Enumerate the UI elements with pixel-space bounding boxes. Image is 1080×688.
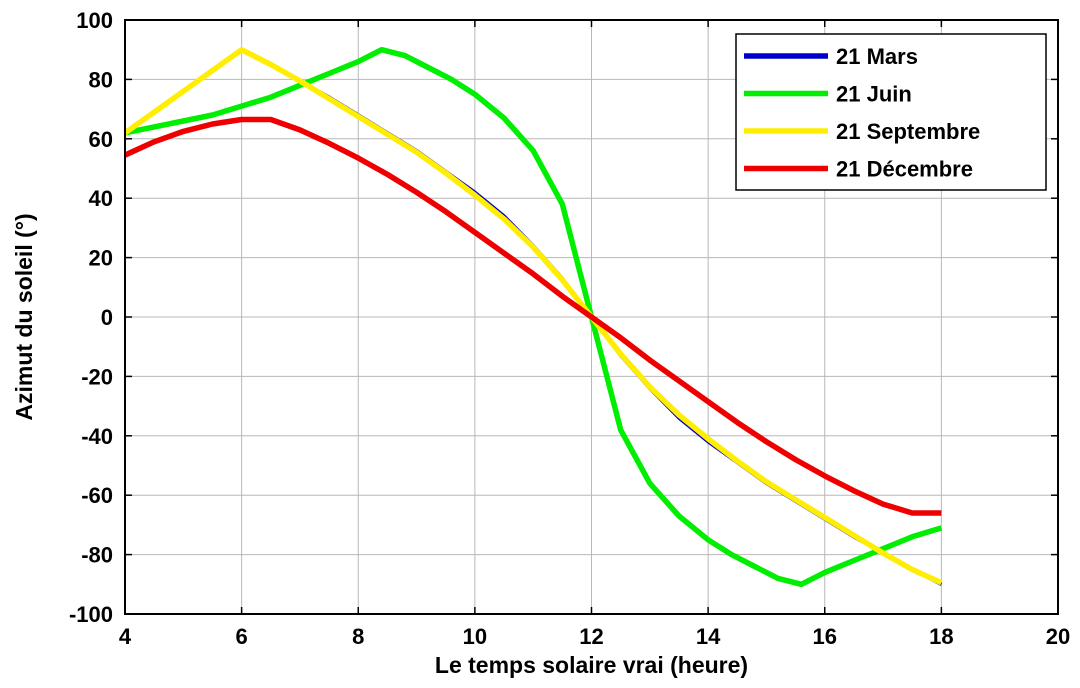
y-tick-label: 20: [89, 246, 113, 271]
x-tick-label: 16: [813, 624, 837, 649]
legend-box: [735, 33, 1047, 191]
x-tick-label: 8: [352, 624, 364, 649]
series-group: [123, 46, 943, 588]
y-tick-label: -100: [69, 602, 113, 627]
x-tick-label: 4: [119, 624, 132, 649]
legend-label: 21 Mars: [836, 44, 918, 69]
legend-label: 21 Juin: [836, 82, 912, 107]
ticks: 4 6 8 10 12 14 16 18 20 100 80 60 40 20 0 -20 -40 -60 -80 -…: [69, 8, 1070, 649]
y-tick-label: 0: [101, 305, 113, 330]
legend-label: 21 Septembre: [836, 119, 980, 144]
series-line: [123, 116, 942, 516]
series-line: [123, 46, 943, 586]
x-tick-label: 6: [236, 624, 248, 649]
x-tick-label: 10: [463, 624, 487, 649]
y-tick-label: -80: [81, 543, 113, 568]
legend-label: 21 Décembre: [836, 157, 973, 182]
y-tick-label: -60: [81, 483, 113, 508]
x-tick-label: 14: [696, 624, 721, 649]
x-axis-title: Le temps solaire vrai (heure): [435, 652, 748, 678]
x-tick-label: 12: [579, 624, 603, 649]
y-tick-label: -20: [81, 364, 113, 389]
legend: 21 Mars 21 Juin 21 Septembre 21 Décembre: [735, 33, 1047, 191]
x-tick-label: 18: [929, 624, 953, 649]
y-tick-label: -40: [81, 424, 113, 449]
y-tick-label: 100: [76, 8, 113, 33]
x-tick-label: 20: [1046, 624, 1070, 649]
y-tick-label: 60: [89, 127, 113, 152]
series-line: [124, 46, 943, 588]
y-tick-label: 40: [89, 186, 113, 211]
y-axis-title: Azimut du soleil (°): [11, 213, 37, 420]
y-tick-label: 80: [89, 67, 113, 92]
